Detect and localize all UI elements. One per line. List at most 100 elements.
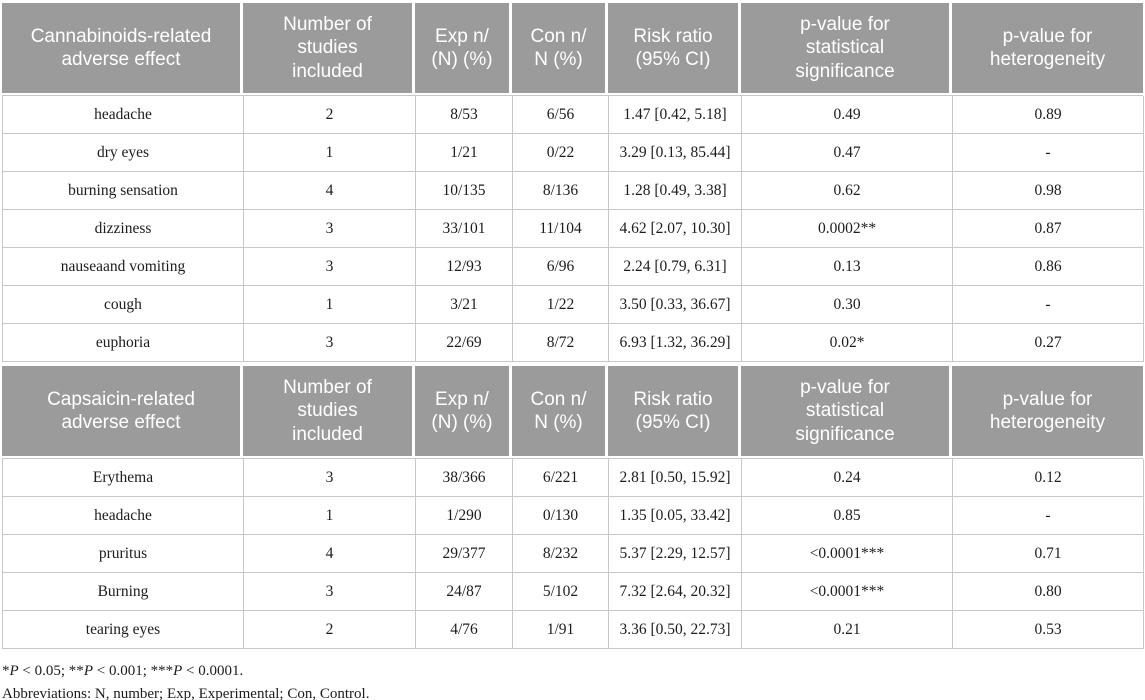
column-header: Risk ratio (95% CI) xyxy=(608,366,741,456)
section-header-row-cannabinoids: Cannabinoids-related adverse effect Numbe… xyxy=(2,3,1143,93)
table-cell: 8/136 xyxy=(513,172,609,210)
table-cell: 4 xyxy=(244,535,416,573)
table-row: tearing eyes 2 4/76 1/91 3.36 [0.50, 22.73] 0… xyxy=(3,611,1144,649)
table-cell: 0.30 xyxy=(742,286,953,324)
table-cell: dry eyes xyxy=(3,134,244,172)
table-cell: 0.24 xyxy=(742,459,953,497)
table-cell: 0.49 xyxy=(742,96,953,134)
table-cell: 33/101 xyxy=(416,210,513,248)
table-cell: 0/22 xyxy=(513,134,609,172)
table-cell: 3.36 [0.50, 22.73] xyxy=(609,611,742,649)
table-cell: 22/69 xyxy=(416,324,513,362)
table-cell: 1.28 [0.49, 3.38] xyxy=(609,172,742,210)
table-row: dry eyes 1 1/21 0/22 3.29 [0.13, 85.44] 0.47- xyxy=(3,134,1144,172)
table-cell: 1/22 xyxy=(513,286,609,324)
footnote-line: *P < 0.05; **P < 0.001; ***P < 0.0001. xyxy=(2,660,1143,683)
table-row: pruritus 4 29/377 8/232 5.37 [2.29, 12.57] <0… xyxy=(3,535,1144,573)
table-cell: 1 xyxy=(244,497,416,535)
table-cell: 0.13 xyxy=(742,248,953,286)
table-cell: 3 xyxy=(244,573,416,611)
footnote-text: < 0.0001. xyxy=(182,663,244,679)
table-cell: 0.80 xyxy=(953,573,1144,611)
table-cell: 1/91 xyxy=(513,611,609,649)
footnote-text: P xyxy=(9,663,19,679)
table-cell: 8/232 xyxy=(513,535,609,573)
table-row: headache 2 8/53 6/56 1.47 [0.42, 5.18] 0.49 0.… xyxy=(3,96,1144,134)
table-cell: 1.47 [0.42, 5.18] xyxy=(609,96,742,134)
column-header: Capsaicin-related adverse effect xyxy=(2,366,243,456)
table-cell: 2.81 [0.50, 15.92] xyxy=(609,459,742,497)
table-cell: headache xyxy=(3,96,244,134)
table-cell: <0.0001*** xyxy=(742,535,953,573)
table-cell: 12/93 xyxy=(416,248,513,286)
table-cell: nauseaand vomiting xyxy=(3,248,244,286)
table-cell: 0.71 xyxy=(953,535,1144,573)
column-header: p-value for statistical significance xyxy=(741,366,952,456)
section-body-cannabinoids: headache 2 8/53 6/56 1.47 [0.42, 5.18] 0.49 0.… xyxy=(2,95,1144,362)
table-cell: 2.24 [0.79, 6.31] xyxy=(609,248,742,286)
table-cell: pruritus xyxy=(3,535,244,573)
column-header: Cannabinoids-related adverse effect xyxy=(2,3,243,93)
table-cell: 5.37 [2.29, 12.57] xyxy=(609,535,742,573)
table-cell: 1.35 [0.05, 33.42] xyxy=(609,497,742,535)
table-cell: 6.93 [1.32, 36.29] xyxy=(609,324,742,362)
table-row: dizziness 3 33/101 11/104 4.62 [2.07, 10.30]… xyxy=(3,210,1144,248)
footnote-text: P xyxy=(173,663,183,679)
table-cell: 3 xyxy=(244,210,416,248)
column-header: p-value for heterogeneity xyxy=(952,3,1143,93)
table-cell: 3/21 xyxy=(416,286,513,324)
table-cell: 0.53 xyxy=(953,611,1144,649)
table-cell: euphoria xyxy=(3,324,244,362)
table-cell: - xyxy=(953,286,1144,324)
table-cell: burning sensation xyxy=(3,172,244,210)
footnote-line: Abbreviations: N, number; Exp, Experimen… xyxy=(2,683,1143,700)
table-cell: cough xyxy=(3,286,244,324)
table-cell: 3.50 [0.33, 36.67] xyxy=(609,286,742,324)
column-header: p-value for statistical significance xyxy=(741,3,952,93)
table-cell: 3.29 [0.13, 85.44] xyxy=(609,134,742,172)
table-cell: 3 xyxy=(244,459,416,497)
table-cell: 11/104 xyxy=(513,210,609,248)
table-cell: 0.21 xyxy=(742,611,953,649)
table-cell: - xyxy=(953,134,1144,172)
table-row: Erythema 3 38/366 6/221 2.81 [0.50, 15.92] 0.… xyxy=(3,459,1144,497)
table-cell: <0.0001*** xyxy=(742,573,953,611)
table-cell: Erythema xyxy=(3,459,244,497)
table-cell: 0.85 xyxy=(742,497,953,535)
table-cell: 2 xyxy=(244,96,416,134)
table-cell: 8/72 xyxy=(513,324,609,362)
table-cell: tearing eyes xyxy=(3,611,244,649)
table-cell: 4.62 [2.07, 10.30] xyxy=(609,210,742,248)
column-header: Number of studies included xyxy=(243,366,415,456)
table-cell: 0.27 xyxy=(953,324,1144,362)
table-cell: - xyxy=(953,497,1144,535)
column-header: Con n/ N (%) xyxy=(512,366,608,456)
table-cell: 7.32 [2.64, 20.32] xyxy=(609,573,742,611)
table-cell: 0.86 xyxy=(953,248,1144,286)
table-row: Burning 3 24/87 5/102 7.32 [2.64, 20.32] <0.0… xyxy=(3,573,1144,611)
table-row: headache 1 1/290 0/130 1.35 [0.05, 33.42] 0.8… xyxy=(3,497,1144,535)
table-row: nauseaand vomiting 3 12/93 6/96 2.24 [0.79, … xyxy=(3,248,1144,286)
column-header: Con n/ N (%) xyxy=(512,3,608,93)
column-header: Exp n/ (N) (%) xyxy=(415,3,512,93)
table-cell: 1/21 xyxy=(416,134,513,172)
table-cell: 5/102 xyxy=(513,573,609,611)
table-cell: 0.0002** xyxy=(742,210,953,248)
table-cell: 0/130 xyxy=(513,497,609,535)
column-header: p-value for heterogeneity xyxy=(952,366,1143,456)
section-header-row-capsaicin: Capsaicin-related adverse effect Number o… xyxy=(2,366,1143,456)
table-cell: 38/366 xyxy=(416,459,513,497)
footnote-text: Abbreviations: N, number; Exp, Experimen… xyxy=(2,685,370,700)
adverse-effects-table: Cannabinoids-related adverse effect Numbe… xyxy=(2,3,1144,649)
table-cell: Burning xyxy=(3,573,244,611)
table-cell: 0.89 xyxy=(953,96,1144,134)
footnote-text: < 0.001; *** xyxy=(92,663,174,679)
footnote-text: < 0.05; ** xyxy=(18,663,84,679)
footnote-text: P xyxy=(83,663,93,679)
table-cell: 3 xyxy=(244,324,416,362)
table-cell: 0.87 xyxy=(953,210,1144,248)
table-cell: headache xyxy=(3,497,244,535)
table-row: euphoria 3 22/69 8/72 6.93 [1.32, 36.29] 0.02… xyxy=(3,324,1144,362)
table-cell: 3 xyxy=(244,248,416,286)
